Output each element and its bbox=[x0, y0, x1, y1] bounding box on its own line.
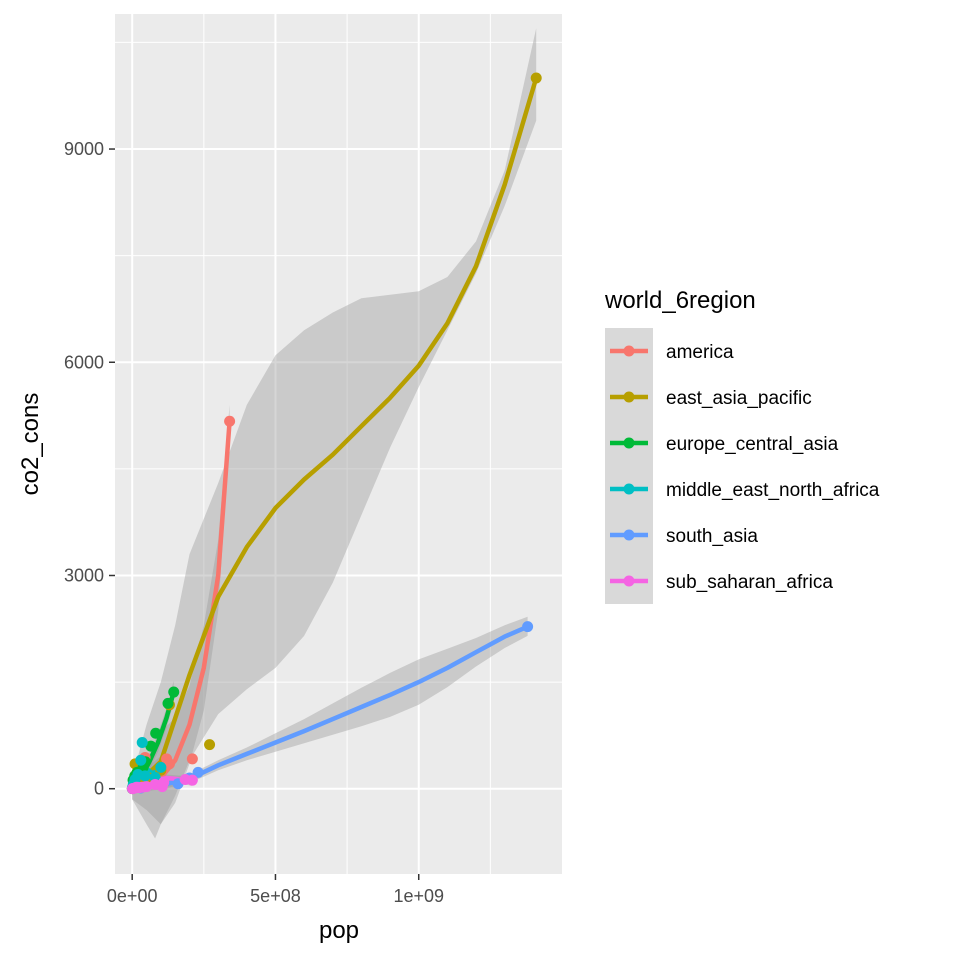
data-point-middle_east_north_africa bbox=[155, 761, 167, 773]
y-tick-label: 0 bbox=[94, 779, 104, 799]
legend-item-sub_saharan_africa: sub_saharan_africa bbox=[610, 572, 833, 593]
data-point-america bbox=[224, 415, 236, 427]
trend-line-east_asia_pacific bbox=[129, 75, 539, 791]
confidence-band-south_asia bbox=[132, 616, 528, 793]
legend-key-point bbox=[623, 345, 635, 357]
data-point-south_asia bbox=[192, 766, 204, 778]
x-axis-title: pop bbox=[319, 917, 359, 944]
legend-item-america: america bbox=[610, 342, 734, 363]
data-point-america bbox=[163, 758, 175, 770]
data-point-middle_east_north_africa bbox=[135, 754, 147, 766]
legend-item-south_asia: south_asia bbox=[610, 526, 758, 547]
data-point-europe_central_asia bbox=[168, 686, 180, 698]
legend-key-point bbox=[623, 483, 635, 495]
y-tick-label: 9000 bbox=[64, 139, 104, 159]
major-gridlines bbox=[115, 14, 562, 874]
data-point-europe_central_asia bbox=[145, 740, 157, 752]
data-points bbox=[126, 72, 542, 795]
x-axis: 0e+00 5e+08 1e+09 bbox=[107, 874, 444, 906]
y-axis-title: co2_cons bbox=[17, 393, 44, 496]
legend-label: middle_east_north_africa bbox=[666, 480, 880, 501]
y-tick-label: 6000 bbox=[64, 352, 104, 372]
x-tick-label: 1e+09 bbox=[393, 886, 444, 906]
legend-key-point bbox=[623, 391, 635, 403]
legend-items: america east_asia_pacific europe_central_a… bbox=[610, 342, 880, 593]
x-tick-label: 5e+08 bbox=[250, 886, 301, 906]
legend-title: world_6region bbox=[604, 287, 756, 314]
legend-key-point bbox=[623, 575, 635, 587]
data-point-europe_central_asia bbox=[162, 697, 174, 709]
y-tick-label: 3000 bbox=[64, 565, 104, 585]
legend-key-point bbox=[623, 437, 635, 449]
legend-item-europe_central_asia: europe_central_asia bbox=[610, 434, 839, 455]
data-point-south_asia bbox=[522, 621, 534, 633]
legend-key-background bbox=[605, 328, 653, 604]
data-point-sub_saharan_africa bbox=[141, 781, 153, 793]
data-point-europe_central_asia bbox=[150, 727, 162, 739]
x-tick-label: 0e+00 bbox=[107, 886, 158, 906]
confidence-band-east_asia_pacific bbox=[132, 28, 537, 839]
data-point-east_asia_pacific bbox=[204, 739, 216, 751]
data-point-sub_saharan_africa bbox=[186, 774, 198, 786]
data-point-sub_saharan_africa bbox=[158, 776, 170, 788]
legend-item-middle_east_north_africa: middle_east_north_africa bbox=[610, 480, 880, 501]
legend-label: sub_saharan_africa bbox=[666, 572, 833, 593]
legend-label: south_asia bbox=[666, 526, 758, 547]
legend: world_6region america east_asia_pacificeu… bbox=[604, 287, 880, 604]
legend-key-point bbox=[623, 529, 635, 541]
legend-label: europe_central_asia bbox=[666, 434, 839, 455]
legend-item-east_asia_pacific: east_asia_pacific bbox=[610, 388, 812, 409]
legend-label: east_asia_pacific bbox=[666, 388, 812, 409]
y-axis: 0 3000 6000 9000 bbox=[64, 139, 115, 799]
data-point-middle_east_north_africa bbox=[136, 737, 148, 749]
legend-label: america bbox=[666, 342, 734, 363]
data-point-america bbox=[186, 753, 198, 765]
data-point-middle_east_north_africa bbox=[139, 770, 151, 782]
data-point-east_asia_pacific bbox=[530, 72, 542, 84]
